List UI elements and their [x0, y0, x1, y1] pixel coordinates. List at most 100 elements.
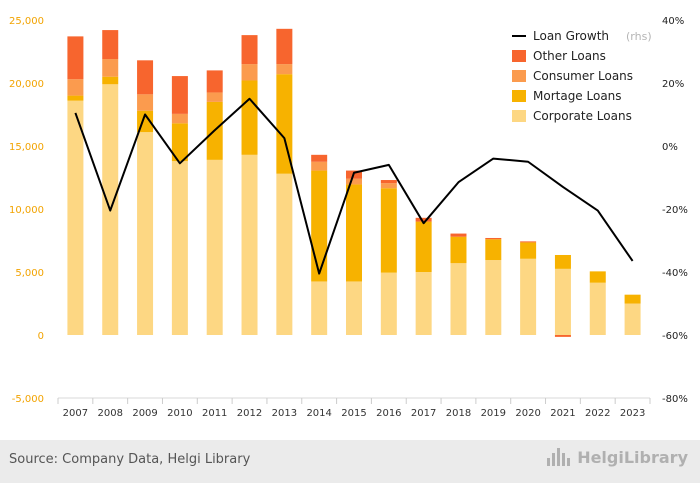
bar-segment: [450, 236, 467, 264]
legend-label: Consumer Loans: [533, 69, 633, 83]
bar-segment: [589, 271, 606, 283]
x-tick-label: 2017: [411, 408, 436, 419]
x-tick-label: 2010: [167, 408, 192, 419]
y2-tick-label: 20%: [662, 79, 684, 90]
x-tick-label: 2007: [63, 408, 88, 419]
y2-tick-label: -80%: [662, 394, 688, 405]
x-tick-label: 2012: [237, 408, 262, 419]
bar-segment: [137, 132, 154, 335]
bar-segment: [520, 242, 537, 259]
y-tick-label: 20,000: [9, 79, 44, 90]
x-tick-label: 2011: [202, 408, 227, 419]
brand-logo: HelgiLibrary: [547, 448, 688, 467]
bar-segment: [171, 123, 188, 162]
bar-segment: [241, 35, 258, 65]
legend-label: Other Loans: [533, 49, 606, 63]
bar-segment: [380, 272, 397, 335]
bar-segment: [520, 241, 537, 243]
y-tick-label: 5,000: [15, 268, 44, 279]
bar-segment: [241, 80, 258, 155]
bar-segment: [380, 180, 397, 184]
bar-segment: [485, 260, 502, 335]
x-tick-label: 2019: [481, 408, 506, 419]
y2-tick-label: -40%: [662, 268, 688, 279]
x-tick-label: 2023: [620, 408, 645, 419]
brand-text: HelgiLibrary: [577, 448, 688, 467]
bar-segment: [102, 76, 119, 85]
bar-segment: [67, 100, 84, 335]
x-tick-label: 2016: [376, 408, 401, 419]
x-tick-label: 2009: [132, 408, 157, 419]
bar-segment: [589, 282, 606, 335]
bar-segment: [276, 74, 293, 174]
bar-segment: [346, 281, 362, 335]
bar-segment: [624, 303, 641, 335]
source-text: Source: Company Data, Helgi Library: [9, 452, 251, 467]
bar-segment: [450, 233, 467, 237]
bar-segment: [311, 170, 328, 282]
legend-swatch: [512, 50, 526, 62]
y2-tick-label: 0%: [662, 142, 678, 153]
bar-segment: [241, 154, 258, 335]
y-tick-label: -5,000: [12, 394, 44, 405]
bar-segment: [311, 154, 328, 162]
y2-tick-label: -60%: [662, 331, 688, 342]
legend-label: Loan Growth: [533, 29, 609, 43]
x-tick-label: 2015: [341, 408, 366, 419]
bar-segment: [485, 237, 502, 240]
bar-segment: [137, 60, 154, 95]
legend-swatch: [512, 70, 526, 82]
bar-segment: [137, 94, 154, 111]
bar-segment: [171, 161, 188, 335]
y-tick-label: 15,000: [9, 142, 44, 153]
legend-swatch: [512, 110, 526, 122]
bar-segment: [415, 272, 432, 335]
bar-segment: [346, 184, 362, 282]
bar-segment: [206, 159, 223, 335]
bar-segment: [380, 183, 397, 189]
x-tick-label: 2021: [550, 408, 575, 419]
bar-segment: [171, 113, 188, 124]
bar-segment: [485, 239, 502, 261]
x-tick-label: 2022: [585, 408, 610, 419]
y2-tick-label: -20%: [662, 205, 688, 216]
x-tick-label: 2014: [306, 408, 331, 419]
legend-label: Mortage Loans: [533, 89, 622, 103]
bar-segment: [276, 28, 293, 65]
x-tick-label: 2013: [272, 408, 297, 419]
bar-segment: [241, 64, 258, 81]
bar-segment: [554, 254, 571, 269]
bar-segment: [276, 64, 293, 75]
bar-segment: [346, 178, 362, 185]
bar-segment: [206, 70, 223, 93]
bar-segment: [102, 59, 119, 77]
bar-segment: [67, 95, 84, 101]
bar-segment: [206, 92, 223, 102]
bar-segment: [624, 294, 641, 304]
bar-segment: [311, 161, 328, 171]
y-tick-label: 10,000: [9, 205, 44, 216]
bar-segment: [171, 76, 188, 114]
legend-label: Corporate Loans: [533, 109, 632, 123]
bar-segment: [67, 79, 84, 96]
x-tick-label: 2008: [98, 408, 123, 419]
y2-tick-label: 40%: [662, 16, 684, 27]
footer: Source: Company Data, Helgi Library Helg…: [0, 440, 700, 483]
legend-label-suffix: (rhs): [626, 30, 652, 43]
x-tick-label: 2018: [446, 408, 471, 419]
bar-segment: [380, 188, 397, 273]
bar-segment: [67, 36, 84, 80]
bar-segment: [554, 268, 571, 335]
bar-segment: [450, 263, 467, 335]
bar-segment: [415, 217, 432, 222]
y-tick-label: 25,000: [9, 16, 44, 27]
bar-segment: [276, 173, 293, 335]
bar-segment-negative: [554, 335, 571, 337]
y-tick-label: 0: [38, 331, 44, 342]
x-tick-label: 2020: [515, 408, 540, 419]
library-icon: [547, 448, 573, 466]
bar-segment: [311, 281, 328, 335]
bar-segment: [415, 221, 432, 272]
legend-swatch: [512, 90, 526, 102]
